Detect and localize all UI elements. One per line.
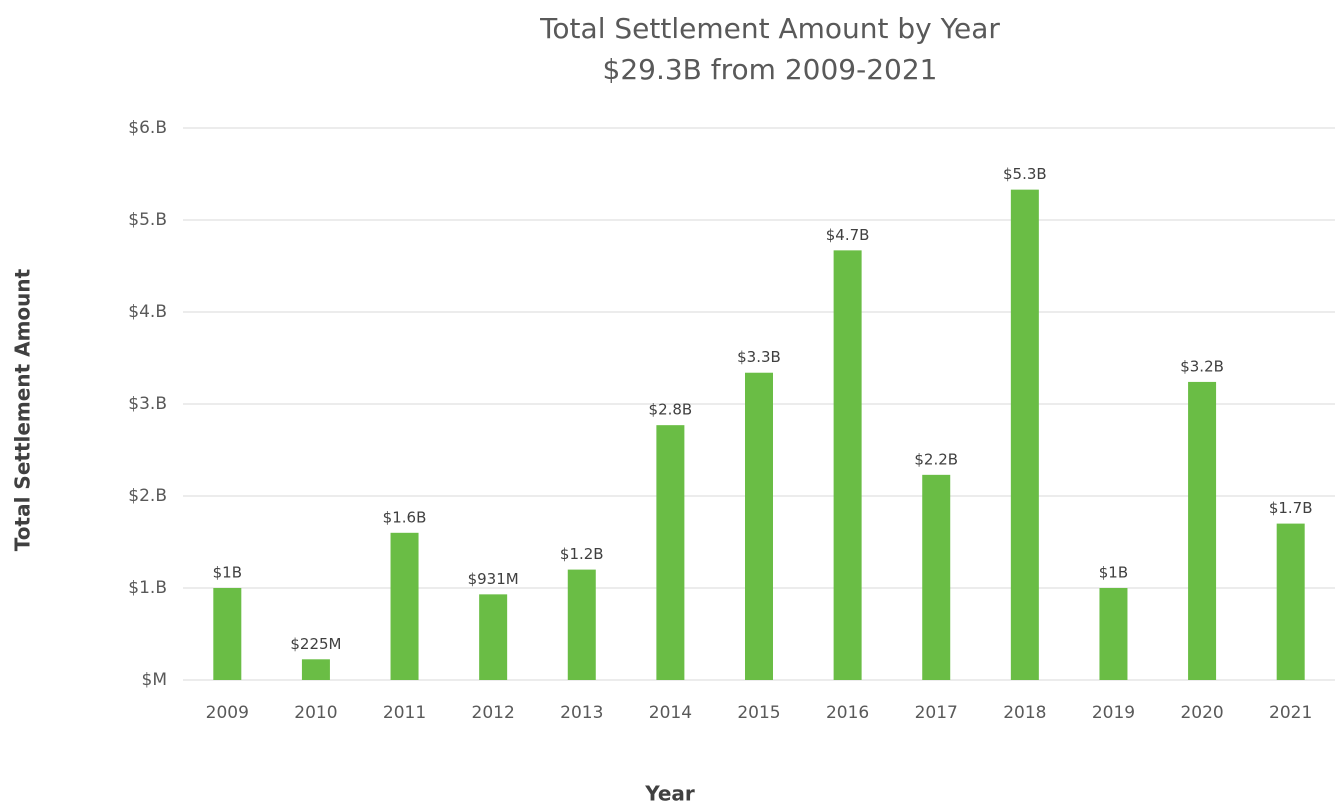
bar [1010, 189, 1039, 680]
data-label: $4.7B [826, 226, 870, 244]
chart-subtitle: $29.3B from 2009-2021 [603, 53, 938, 86]
x-axis-title: Year [644, 782, 695, 805]
x-tick-label: 2014 [649, 703, 692, 723]
bar [213, 588, 242, 680]
y-tick-label: $2.B [128, 486, 167, 506]
y-tick-label: $3.B [128, 394, 167, 414]
x-tick-label: 2019 [1092, 703, 1135, 723]
data-label: $2.2B [914, 450, 958, 468]
bar [390, 532, 419, 680]
x-tick-label: 2013 [560, 703, 603, 723]
x-tick-label: 2015 [737, 703, 780, 723]
bar [1099, 588, 1128, 680]
data-label: $1.7B [1269, 499, 1313, 517]
bar [301, 659, 330, 680]
x-tick-label: 2011 [383, 703, 426, 723]
chart-title: Total Settlement Amount by Year [539, 12, 1000, 45]
data-label: $1B [213, 564, 242, 582]
x-tick-label: 2021 [1269, 703, 1312, 723]
y-axis-title: Total Settlement Amount [11, 268, 35, 551]
bar [479, 594, 508, 680]
bar [745, 372, 773, 680]
bar [922, 474, 951, 680]
x-tick-label: 2009 [206, 703, 249, 723]
bar [567, 569, 596, 680]
data-label: $3.3B [737, 348, 781, 366]
y-tick-label: $M [142, 670, 167, 690]
bar [656, 425, 685, 680]
y-tick-label: $5.B [128, 210, 167, 230]
bar [1188, 381, 1217, 680]
data-label: $931M [468, 570, 519, 588]
x-tick-label: 2016 [826, 703, 869, 723]
data-label: $1.6B [383, 508, 427, 526]
data-label: $225M [290, 635, 341, 653]
x-tick-label: 2017 [915, 703, 958, 723]
data-label: $5.3B [1003, 165, 1047, 183]
data-label: $3.2B [1180, 357, 1224, 375]
data-label: $1.2B [560, 545, 604, 563]
x-tick-label: 2020 [1180, 703, 1223, 723]
y-tick-label: $4.B [128, 302, 167, 322]
x-tick-label: 2012 [472, 703, 515, 723]
y-tick-label: $6.B [128, 118, 167, 138]
data-label: $2.8B [649, 401, 693, 419]
x-tick-label: 2010 [294, 703, 337, 723]
bar [1276, 523, 1305, 680]
data-label: $1B [1099, 564, 1128, 582]
x-tick-label: 2018 [1003, 703, 1046, 723]
y-tick-label: $1.B [128, 578, 167, 598]
bar [833, 250, 862, 681]
